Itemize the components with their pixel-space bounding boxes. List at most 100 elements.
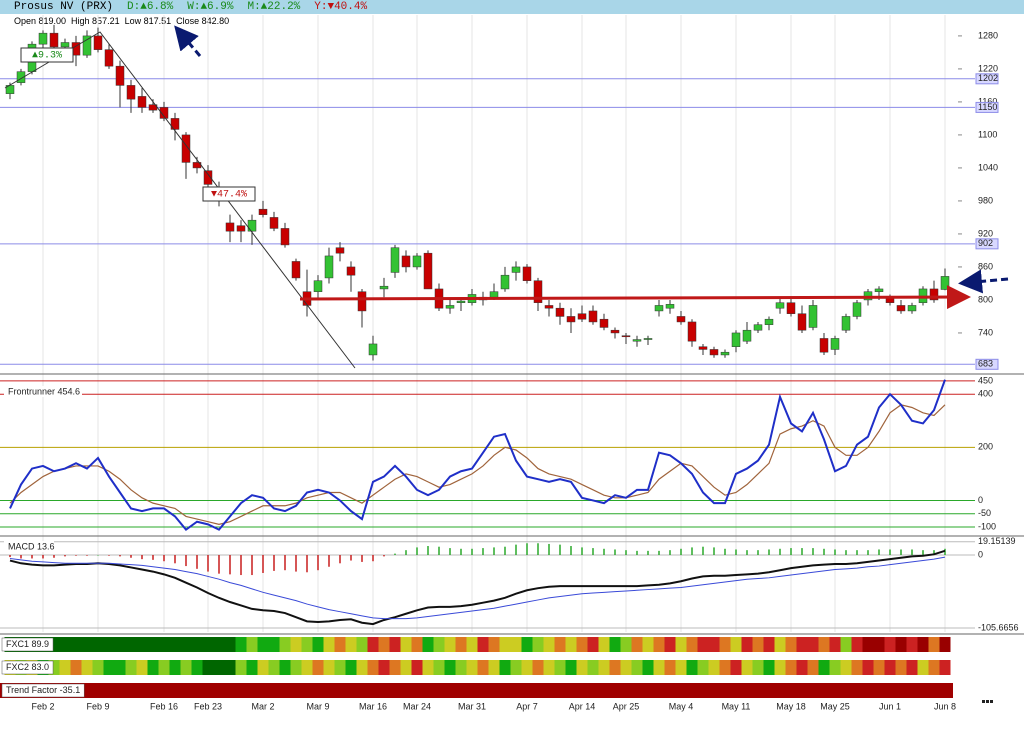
candle-body <box>500 274 510 290</box>
candle-body <box>82 35 92 56</box>
histogram-bar <box>427 546 429 556</box>
heat-cell <box>389 660 401 675</box>
heat-cell <box>928 637 940 652</box>
heat-cell <box>59 660 71 675</box>
heat-cell <box>829 660 841 675</box>
heat-cell <box>334 660 346 675</box>
heat-cell <box>378 637 390 652</box>
candle-body <box>247 219 257 232</box>
y-tick-label: 740 <box>978 327 993 337</box>
histogram-bar <box>328 555 330 567</box>
x-tick-label: Feb 16 <box>150 701 178 711</box>
candle-body <box>786 302 796 314</box>
histogram-bar <box>933 550 935 556</box>
candle-body <box>775 302 785 309</box>
symbol-title: Prosus NV (PRX) <box>14 1 114 13</box>
heat-cell <box>554 637 566 652</box>
histogram-bar <box>713 547 715 556</box>
candle-body <box>115 65 125 86</box>
y-tick-label: 200 <box>978 442 993 452</box>
histogram-bar <box>152 555 154 560</box>
indicator-line <box>9 404 946 525</box>
histogram-bar <box>680 548 682 556</box>
annotation: ▼47.4% <box>211 190 247 201</box>
heat-cell <box>785 637 797 652</box>
x-tick-label: Mar 9 <box>306 701 329 711</box>
change-value: Y:▼40.4% <box>314 1 368 13</box>
heat-cell <box>576 637 588 652</box>
candle-body <box>687 321 697 342</box>
heat-cell <box>774 660 786 675</box>
heat-cell <box>862 637 874 652</box>
heat-cell <box>807 660 819 675</box>
candle-body <box>137 96 147 108</box>
heat-cell <box>290 637 302 652</box>
candle-body <box>49 32 59 48</box>
histogram-bar <box>537 543 539 556</box>
heat-cell <box>653 637 665 652</box>
heat-cell <box>675 637 687 652</box>
heat-cell <box>323 660 335 675</box>
heat-cell <box>158 660 170 675</box>
y-tick-label: 1040 <box>978 162 998 172</box>
heat-cell <box>411 637 423 652</box>
strip-title-box <box>1 637 54 652</box>
histogram-bar <box>878 549 880 556</box>
heat-cell <box>444 637 456 652</box>
heat-cell <box>653 660 665 675</box>
histogram-bar <box>658 550 660 556</box>
heat-cell <box>543 660 555 675</box>
heat-cell <box>356 660 368 675</box>
heat-cell <box>763 637 775 652</box>
histogram-bar <box>130 555 132 558</box>
histogram-bar <box>801 548 803 556</box>
candle-body <box>236 225 246 232</box>
histogram-bar <box>724 548 726 556</box>
histogram-bar <box>592 548 594 556</box>
candle-body <box>544 305 554 309</box>
histogram-bar <box>108 555 110 556</box>
level-label-box <box>975 73 999 85</box>
heat-cell <box>312 637 324 652</box>
candle-body <box>940 276 950 290</box>
heat-cell <box>796 660 808 675</box>
candle-body <box>346 266 356 276</box>
histogram-bar <box>31 555 33 559</box>
y-tick-label: 920 <box>978 228 993 238</box>
heat-cell <box>433 637 445 652</box>
candle-body <box>698 346 708 350</box>
candle-body <box>588 310 598 323</box>
candle-body <box>445 305 455 309</box>
heat-cell <box>323 637 335 652</box>
heat-cell <box>774 637 786 652</box>
candle-body <box>599 318 609 328</box>
heat-cell <box>730 637 742 652</box>
heat-cell <box>510 637 522 652</box>
histogram-bar <box>570 546 572 556</box>
heat-cell <box>609 637 621 652</box>
heat-cell <box>70 637 82 652</box>
histogram-bar <box>284 555 286 571</box>
level-label-box <box>975 101 999 113</box>
heat-cell <box>81 637 93 652</box>
x-tick-label: Mar 16 <box>359 701 387 711</box>
heat-cell <box>884 637 896 652</box>
level-label: 683 <box>978 359 993 369</box>
ohlc-info: Open 819.00 High 857.21 Low 817.51 Close… <box>14 16 230 26</box>
heat-cell <box>609 660 621 675</box>
histogram-bar <box>372 555 374 562</box>
heat-cell <box>840 637 852 652</box>
candle-body <box>808 305 818 328</box>
candle-body <box>852 302 862 317</box>
candle-body <box>159 107 169 119</box>
heat-cell <box>554 660 566 675</box>
heat-cell <box>785 660 797 675</box>
x-tick-label: May 18 <box>776 701 806 711</box>
histogram-bar <box>97 555 99 556</box>
heat-cell <box>246 637 258 652</box>
heat-cell <box>191 660 203 675</box>
heat-cell <box>906 660 918 675</box>
heat-cell <box>279 637 291 652</box>
annotation-box <box>20 47 74 63</box>
